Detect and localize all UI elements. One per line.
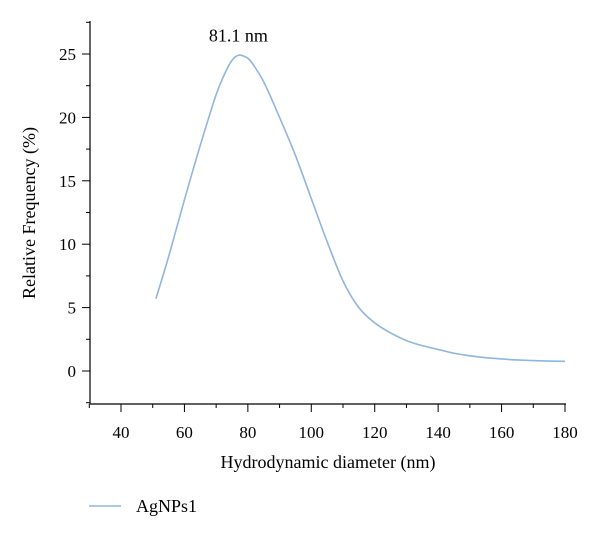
x-tick-label: 60 xyxy=(176,423,193,442)
x-tick-label: 180 xyxy=(552,423,578,442)
x-tick-label: 80 xyxy=(239,423,256,442)
y-tick-label: 20 xyxy=(59,108,76,127)
x-tick-label: 160 xyxy=(489,423,515,442)
x-ticks: 40 60 80 100 120 140 160 180 xyxy=(88,404,578,442)
y-tick-label: 15 xyxy=(59,172,76,191)
legend-label: AgNPs1 xyxy=(136,496,197,516)
y-tick-label: 5 xyxy=(68,299,77,318)
y-axis-label: Relative Frequency (%) xyxy=(19,127,40,299)
peak-annotation: 81.1 nm xyxy=(209,25,268,45)
legend: AgNPs1 xyxy=(89,496,197,516)
x-tick-label: 40 xyxy=(113,423,130,442)
series-line xyxy=(155,54,566,363)
y-tick-label: 25 xyxy=(59,45,76,64)
y-tick-label: 10 xyxy=(59,235,76,254)
x-tick-label: 100 xyxy=(299,423,325,442)
y-ticks: 0 5 10 15 20 25 xyxy=(59,21,90,404)
y-tick-label: 0 xyxy=(68,362,77,381)
x-tick-label: 120 xyxy=(362,423,388,442)
x-tick-label: 140 xyxy=(425,423,451,442)
x-axis-label: Hydrodynamic diameter (nm) xyxy=(221,452,436,473)
